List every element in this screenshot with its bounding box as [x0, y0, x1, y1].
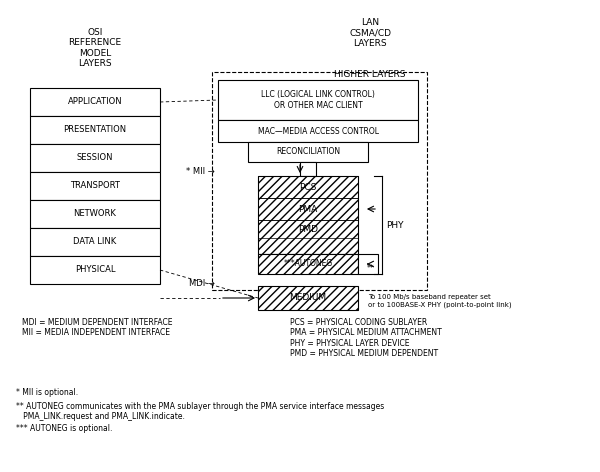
- Bar: [30, 228, 160, 256]
- Text: * MII is optional.: * MII is optional.: [16, 388, 78, 397]
- Text: PCS: PCS: [299, 183, 317, 192]
- Bar: [258, 176, 358, 254]
- Bar: [358, 254, 378, 274]
- Bar: [300, 162, 316, 176]
- Bar: [30, 116, 160, 144]
- Text: **: **: [367, 264, 375, 273]
- Text: HIGHER LAYERS: HIGHER LAYERS: [334, 70, 406, 79]
- Text: ***AUTONEG: ***AUTONEG: [283, 260, 332, 269]
- Text: MDI →: MDI →: [189, 279, 215, 288]
- Text: To 100 Mb/s baseband repeater set
or to 100BASE-X PHY (point-to-point link): To 100 Mb/s baseband repeater set or to …: [368, 294, 512, 307]
- Text: MEDIUM: MEDIUM: [289, 294, 326, 303]
- Bar: [258, 176, 358, 198]
- Text: PMA: PMA: [298, 204, 317, 213]
- Text: MAC—MEDIA ACCESS CONTROL: MAC—MEDIA ACCESS CONTROL: [257, 126, 379, 135]
- Text: *** AUTONEG is optional.: *** AUTONEG is optional.: [16, 424, 112, 433]
- Text: TRANSPORT: TRANSPORT: [70, 182, 120, 191]
- Text: SESSION: SESSION: [77, 153, 113, 162]
- Text: PHY: PHY: [386, 220, 404, 229]
- Bar: [212, 72, 427, 290]
- Text: MDI = MEDIUM DEPENDENT INTERFACE
MII = MEDIA INDEPENDENT INTERFACE: MDI = MEDIUM DEPENDENT INTERFACE MII = M…: [22, 318, 173, 337]
- Bar: [30, 172, 160, 200]
- Text: APPLICATION: APPLICATION: [68, 98, 122, 107]
- Bar: [258, 254, 358, 274]
- Bar: [30, 88, 160, 116]
- Text: PMD: PMD: [298, 225, 318, 234]
- Text: LLC (LOGICAL LINK CONTROL)
OR OTHER MAC CLIENT: LLC (LOGICAL LINK CONTROL) OR OTHER MAC …: [261, 90, 375, 110]
- Bar: [248, 142, 368, 162]
- Text: PCS = PHYSICAL CODING SUBLAYER
PMA = PHYSICAL MEDIUM ATTACHMENT
PHY = PHYSICAL L: PCS = PHYSICAL CODING SUBLAYER PMA = PHY…: [290, 318, 442, 358]
- Bar: [30, 256, 160, 284]
- Bar: [30, 200, 160, 228]
- Text: PHYSICAL: PHYSICAL: [75, 265, 115, 275]
- Text: PRESENTATION: PRESENTATION: [64, 126, 127, 135]
- Text: NETWORK: NETWORK: [74, 210, 116, 219]
- Bar: [258, 220, 358, 238]
- Bar: [30, 144, 160, 172]
- Text: OSI
REFERENCE
MODEL
LAYERS: OSI REFERENCE MODEL LAYERS: [68, 28, 122, 68]
- Text: DATA LINK: DATA LINK: [73, 237, 116, 246]
- Bar: [258, 286, 358, 310]
- Bar: [218, 80, 418, 120]
- Text: * MII →: * MII →: [186, 168, 215, 177]
- Bar: [218, 120, 418, 142]
- Text: LAN
CSMA/CD
LAYERS: LAN CSMA/CD LAYERS: [349, 18, 391, 48]
- Bar: [258, 198, 358, 220]
- Text: RECONCILIATION: RECONCILIATION: [276, 147, 340, 157]
- Text: ** AUTONEG communicates with the PMA sublayer through the PMA service interface : ** AUTONEG communicates with the PMA sub…: [16, 402, 384, 421]
